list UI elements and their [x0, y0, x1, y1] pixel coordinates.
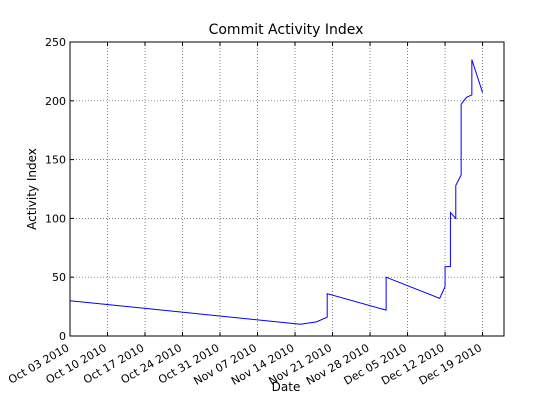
- series-layer: [69, 59, 484, 325]
- series-line: [69, 59, 484, 325]
- y-tick-label: 250: [45, 36, 66, 49]
- x-axis-label: Date: [272, 380, 301, 394]
- chart-title: Commit Activity Index: [209, 22, 364, 38]
- y-tick-label: 150: [45, 154, 66, 167]
- y-axis-label: Activity Index: [25, 148, 39, 230]
- y-tick-label: 50: [52, 271, 66, 284]
- grid: [70, 42, 504, 336]
- y-tick-label: 0: [59, 330, 66, 343]
- y-tick-label: 200: [45, 95, 66, 108]
- plot-frame: [69, 41, 505, 337]
- y-tick-label: 100: [45, 212, 66, 225]
